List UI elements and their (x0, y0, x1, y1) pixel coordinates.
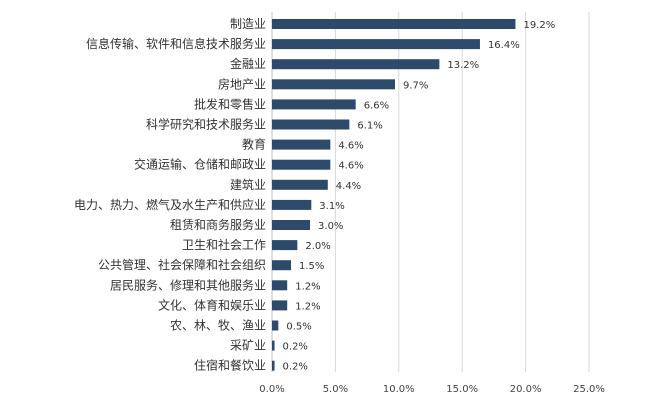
category-label: 信息传输、软件和信息技术服务业 (86, 36, 266, 51)
data-label: 0.2% (283, 362, 308, 373)
category-label: 教育 (242, 137, 266, 152)
bar (272, 139, 331, 150)
category-label: 农、林、牧、渔业 (170, 319, 266, 333)
bar (272, 19, 516, 29)
x-tick-label: 20.0% (510, 384, 542, 395)
category-label: 建筑业 (230, 177, 266, 192)
bar (272, 280, 288, 291)
bar (272, 260, 292, 271)
data-label: 2.0% (305, 241, 330, 252)
bar (272, 179, 328, 190)
bar (272, 199, 312, 210)
category-label: 租赁和商务服务业 (170, 217, 266, 232)
data-label: 6.6% (364, 100, 389, 111)
data-label: 9.7% (403, 80, 428, 91)
data-label: 1.2% (295, 301, 320, 312)
bar (272, 99, 356, 110)
bar (272, 360, 275, 371)
category-label: 文化、体育和娱乐业 (158, 297, 266, 312)
category-label: 公共管理、社会保障和社会组织 (98, 257, 266, 272)
bar (272, 59, 440, 70)
data-label: 4.6% (338, 161, 363, 172)
data-label: 1.5% (299, 261, 324, 272)
category-label: 批发和零售业 (194, 96, 266, 111)
category-label: 交通运输、仓储和邮政业 (134, 157, 266, 172)
data-label: 3.0% (318, 221, 343, 232)
data-label: 13.2% (447, 60, 479, 71)
category-label: 科学研究和技术服务业 (146, 117, 266, 132)
data-label: 19.2% (523, 20, 555, 31)
data-label: 6.1% (357, 121, 382, 132)
category-label: 采矿业 (230, 339, 266, 353)
x-tick-label: 25.0% (573, 384, 605, 395)
x-tick-label: 5.0% (323, 384, 348, 395)
bar (272, 340, 275, 351)
category-label: 房地产业 (218, 76, 266, 91)
data-label: 0.5% (286, 322, 311, 333)
data-label: 0.2% (283, 342, 308, 353)
data-label: 1.2% (295, 281, 320, 292)
bar (272, 300, 288, 311)
bar (272, 159, 331, 170)
bar (272, 39, 480, 50)
category-label: 住宿和餐饮业 (194, 358, 266, 373)
data-label: 4.6% (338, 141, 363, 152)
x-tick-label: 10.0% (383, 384, 415, 395)
data-label: 3.1% (319, 201, 344, 212)
bar (272, 240, 298, 251)
data-label: 4.4% (336, 181, 361, 192)
bar (272, 119, 350, 130)
bar (272, 320, 279, 331)
bar (272, 220, 311, 230)
category-label: 居民服务、修理和其他服务业 (110, 277, 266, 292)
category-label: 制造业 (230, 17, 266, 31)
data-label: 16.4% (488, 40, 520, 51)
x-tick-label: 15.0% (446, 384, 478, 395)
category-label: 电力、热力、燃气及水生产和供应业 (74, 197, 266, 212)
category-label: 金融业 (230, 56, 266, 71)
category-label: 卫生和社会工作 (182, 237, 266, 252)
x-tick-label: 0.0% (259, 384, 284, 395)
bar (272, 79, 395, 90)
